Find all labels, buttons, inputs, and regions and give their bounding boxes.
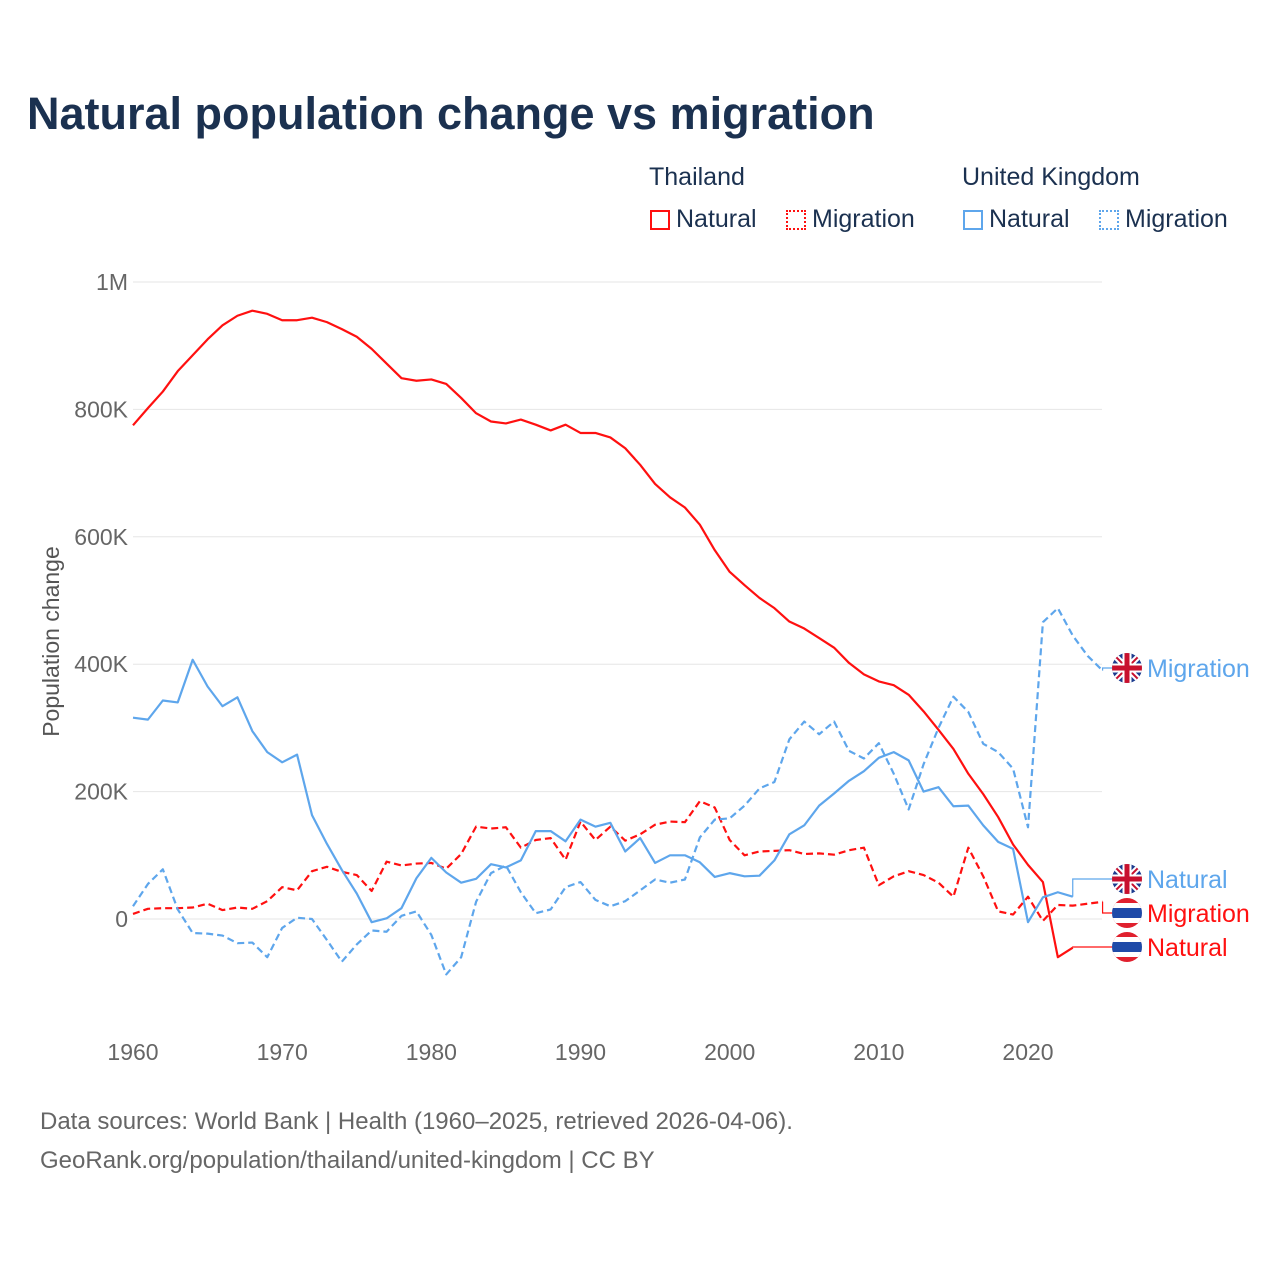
legend-group-uk: United Kingdom — [962, 163, 1140, 191]
chart-title: Natural population change vs migration — [27, 88, 875, 139]
legend-swatch-dotted-red — [786, 209, 806, 230]
legend-group-thailand: Thailand — [649, 163, 745, 191]
end-label: Migration — [1147, 655, 1250, 683]
footer-sources: Data sources: World Bank | Health (1960–… — [40, 1108, 793, 1135]
legend-thailand-natural[interactable]: Natural — [650, 205, 757, 234]
end-label: Natural — [1147, 866, 1228, 894]
y-tick-label: 0 — [115, 906, 128, 932]
legend-swatch-solid-blue — [963, 209, 983, 230]
x-tick-label: 2000 — [704, 1039, 755, 1065]
legend-uk-natural[interactable]: Natural — [963, 205, 1070, 234]
end-label: Natural — [1147, 934, 1228, 962]
x-tick-label: 2020 — [1002, 1039, 1053, 1065]
thailand-flag-icon — [1112, 932, 1142, 962]
label-connector — [1072, 878, 1113, 897]
uk-flag-icon — [1112, 864, 1142, 894]
x-tick-label: 1970 — [257, 1039, 308, 1065]
y-tick-label: 200K — [74, 779, 128, 805]
y-tick-label: 1M — [96, 269, 128, 295]
x-tick-label: 1990 — [555, 1039, 606, 1065]
series-line-thailand-natural — [132, 309, 1074, 959]
y-tick-label: 600K — [74, 524, 128, 550]
legend-label: Natural — [989, 205, 1070, 233]
x-tick-label: 1980 — [406, 1039, 457, 1065]
series-line-thailand-migration — [132, 800, 1103, 923]
label-connector — [1072, 946, 1113, 948]
legend-thailand-migration[interactable]: Migration — [786, 205, 915, 234]
y-tick-label: 400K — [74, 651, 128, 677]
legend-label: Migration — [812, 205, 915, 233]
x-tick-label: 2010 — [853, 1039, 904, 1065]
legend-label: Natural — [676, 205, 757, 233]
end-label: Migration — [1147, 900, 1250, 928]
series-line-united-kingdom-natural — [132, 658, 1074, 924]
label-connector — [1101, 901, 1113, 914]
legend-swatch-dotted-blue — [1099, 209, 1119, 230]
legend-uk-migration[interactable]: Migration — [1099, 205, 1228, 234]
legend-label: Migration — [1125, 205, 1228, 233]
y-tick-label: 800K — [74, 396, 128, 422]
label-connector — [1101, 667, 1113, 671]
x-tick-label: 1960 — [107, 1039, 158, 1065]
footer-url[interactable]: GeoRank.org/population/thailand/united-k… — [40, 1147, 655, 1174]
uk-flag-icon — [1112, 653, 1142, 683]
series-line-united-kingdom-migration — [132, 607, 1104, 976]
legend-swatch-solid-red — [650, 209, 670, 230]
thailand-flag-icon — [1112, 898, 1142, 928]
